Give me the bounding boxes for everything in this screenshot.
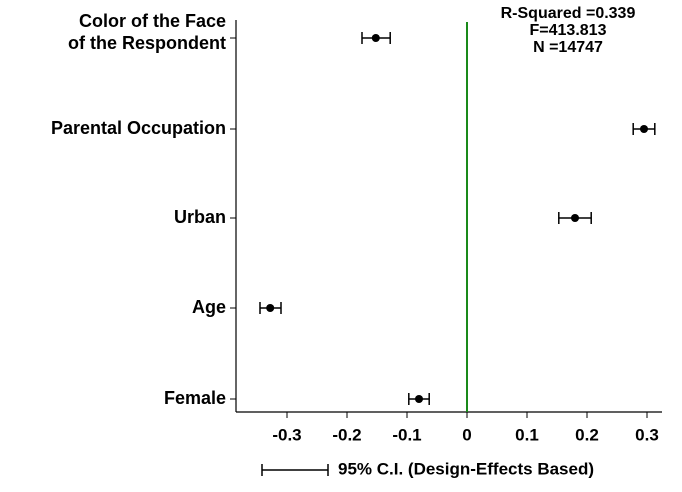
- annotation: R-Squared =0.339: [501, 5, 636, 22]
- x-tick-label: -0.3: [272, 425, 301, 444]
- point: [571, 214, 579, 222]
- x-tick-label: 0.3: [635, 425, 659, 444]
- x-tick-label: 0: [462, 425, 471, 444]
- point: [266, 304, 275, 312]
- y-tick-label: Parental Occupation: [51, 118, 226, 138]
- point: [415, 395, 423, 403]
- x-tick-label: 0.2: [575, 425, 599, 444]
- annotation: F=413.813: [530, 22, 607, 39]
- y-tick-label: Color of the Face: [79, 11, 226, 31]
- point: [640, 125, 648, 133]
- y-tick-label: Female: [164, 388, 226, 408]
- x-tick-label: 0.1: [515, 425, 539, 444]
- y-tick-label: Age: [192, 297, 226, 317]
- y-tick-label: of the Respondent: [68, 33, 226, 53]
- point: [371, 34, 380, 42]
- y-tick-label: Urban: [174, 207, 226, 227]
- annotation: N =14747: [533, 39, 603, 56]
- x-tick-label: -0.2: [332, 425, 361, 444]
- legend-label: 95% C.I. (Design-Effects Based): [338, 459, 594, 478]
- x-tick-label: -0.1: [392, 425, 421, 444]
